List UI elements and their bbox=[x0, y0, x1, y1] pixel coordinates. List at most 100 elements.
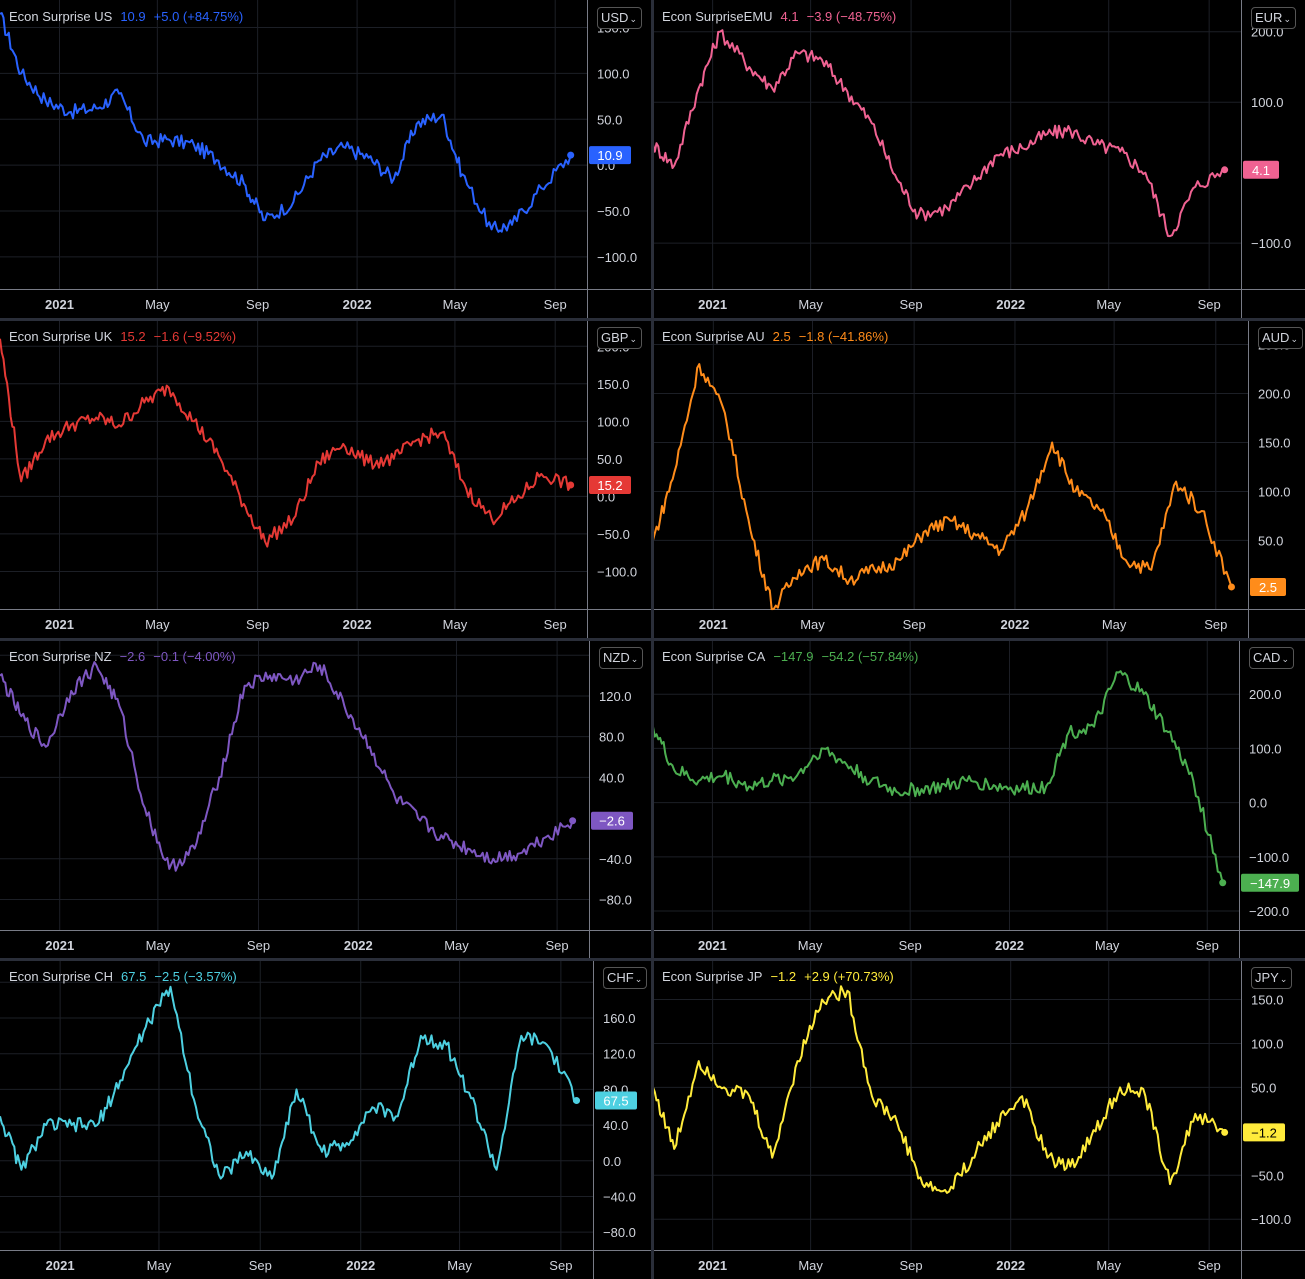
x-tick-label: May bbox=[798, 297, 823, 312]
chart-svg-au: 250.0200.0150.0100.050.02021MaySep2022Ma… bbox=[653, 320, 1305, 638]
legend-ca[interactable]: Econ Surprise CA −147.9 −54.2 (−57.84%) bbox=[662, 649, 918, 664]
y-tick-label: 40.0 bbox=[603, 1118, 628, 1133]
series-change: −0.1 (−4.00%) bbox=[153, 649, 236, 664]
series-line-au bbox=[653, 363, 1233, 611]
x-tick-label: May bbox=[447, 1258, 472, 1273]
currency-selector-ca[interactable]: CAD⌄ bbox=[1249, 647, 1294, 669]
y-tick-label: 50.0 bbox=[1258, 533, 1283, 548]
x-tick-label: May bbox=[443, 297, 468, 312]
grid bbox=[653, 320, 1248, 609]
chart-panel-au[interactable]: 250.0200.0150.0100.050.02021MaySep2022Ma… bbox=[653, 320, 1305, 638]
series-change: −54.2 (−57.84%) bbox=[821, 649, 919, 664]
series-change: −3.9 (−48.75%) bbox=[806, 9, 897, 24]
chevron-down-icon: ⌄ bbox=[1281, 654, 1289, 664]
x-tick-label: Sep bbox=[549, 1258, 572, 1273]
x-tick-label: 2022 bbox=[996, 1258, 1025, 1273]
series-value: 4.1 bbox=[780, 9, 799, 24]
series-value: −147.9 bbox=[773, 649, 814, 664]
chart-panel-emu[interactable]: 200.0 100.0 −100.0 2021 May Sep 2022 May Sep 4.1 E… bbox=[653, 0, 1305, 318]
currency-selector-ch[interactable]: CHF⌄ bbox=[603, 967, 648, 989]
chart-panel-uk[interactable]: 200.0150.0100.050.00.0−50.0−100.02021May… bbox=[0, 320, 652, 638]
legend-ch[interactable]: Econ Surprise CH 67.5 −2.5 (−3.57%) bbox=[9, 969, 237, 984]
x-tick-label: 2021 bbox=[45, 617, 74, 632]
last-point-marker bbox=[1221, 166, 1229, 174]
y-tick-label: −100.0 bbox=[597, 564, 637, 579]
last-value-tag bbox=[1243, 1123, 1285, 1142]
last-value-label: −2.6 bbox=[599, 814, 625, 829]
chart-panel-us[interactable]: 150.0100.050.00.0−50.0−100.02021MaySep20… bbox=[0, 0, 652, 318]
x-tick-label: Sep bbox=[899, 938, 922, 953]
x-tick-label: Sep bbox=[1204, 617, 1227, 632]
last-value-label: 15.2 bbox=[597, 478, 622, 493]
last-value-label: 4.1 bbox=[1252, 163, 1270, 178]
y-tick-label: 150.0 bbox=[1258, 435, 1291, 450]
chart-panel-jp[interactable]: 150.0 100.0 50.0 −50.0 −100.0 2021 May Sep 2022 M… bbox=[653, 960, 1305, 1279]
last-point-marker bbox=[567, 481, 575, 489]
pane-separator-vertical[interactable] bbox=[651, 0, 654, 1279]
currency-selector-jp[interactable]: JPY⌄ bbox=[1251, 967, 1293, 989]
x-tick-label: May bbox=[443, 617, 468, 632]
currency-selector-au[interactable]: AUD⌄ bbox=[1258, 327, 1303, 349]
chart-panel-ch[interactable]: 200.0160.0120.080.040.00.0−40.0−80.02021… bbox=[0, 960, 652, 1279]
y-tick-label: 50.0 bbox=[1251, 1080, 1276, 1095]
y-tick-label: 200.0 bbox=[1249, 687, 1282, 702]
last-point-marker bbox=[569, 817, 577, 825]
chart-svg-uk: 200.0150.0100.050.00.0−50.0−100.02021May… bbox=[0, 320, 652, 638]
series-title: Econ SurpriseEMU bbox=[662, 9, 773, 24]
y-tick-label: 100.0 bbox=[1258, 484, 1291, 499]
x-tick-label: 2021 bbox=[45, 938, 74, 953]
x-tick-label: Sep bbox=[544, 617, 567, 632]
last-value-tag bbox=[1243, 160, 1279, 179]
series-title: Econ Surprise CH bbox=[9, 969, 114, 984]
series-change: +2.9 (+70.73%) bbox=[804, 969, 894, 984]
series-change: −2.5 (−3.57%) bbox=[154, 969, 237, 984]
y-tick-label: −50.0 bbox=[1251, 1168, 1284, 1183]
series-value: 10.9 bbox=[120, 9, 146, 24]
series-change: +5.0 (+84.75%) bbox=[153, 9, 244, 24]
series-line-emu bbox=[653, 29, 1225, 238]
chevron-down-icon: ⌄ bbox=[1283, 14, 1291, 24]
y-tick-label: −100.0 bbox=[1251, 1212, 1291, 1227]
series-line-nz bbox=[0, 661, 574, 872]
legend-emu[interactable]: Econ SurpriseEMU 4.1 −3.9 (−48.75%) bbox=[662, 9, 896, 24]
chart-panel-ca[interactable]: 200.0 100.0 0.0 −100.0 −200.0 2021 May Sep 2022 M… bbox=[653, 640, 1305, 958]
x-tick-label: Sep bbox=[249, 1258, 272, 1273]
series-title: Econ Surprise US bbox=[9, 9, 113, 24]
y-tick-label: −50.0 bbox=[597, 204, 630, 219]
x-tick-label: May bbox=[1095, 938, 1120, 953]
currency-selector-us[interactable]: USD⌄ bbox=[597, 7, 642, 29]
last-value-tag bbox=[589, 475, 631, 494]
last-point-marker bbox=[1227, 583, 1235, 591]
last-value-tag bbox=[589, 146, 631, 165]
chart-panel-nz[interactable]: 160.0120.080.040.0−40.0−80.02021MaySep20… bbox=[0, 640, 652, 958]
y-tick-label: 100.0 bbox=[1249, 741, 1282, 756]
legend-us[interactable]: Econ Surprise US 10.9 +5.0 (+84.75%) bbox=[9, 9, 243, 24]
legend-nz[interactable]: Econ Surprise NZ −2.6 −0.1 (−4.00%) bbox=[9, 649, 236, 664]
x-tick-label: 2022 bbox=[344, 938, 373, 953]
x-tick-label: May bbox=[1096, 1258, 1121, 1273]
x-tick-label: 2021 bbox=[698, 938, 727, 953]
x-tick-label: Sep bbox=[1198, 1258, 1221, 1273]
currency-label: CAD bbox=[1253, 650, 1281, 665]
legend-jp[interactable]: Econ Surprise JP −1.2 +2.9 (+70.73%) bbox=[662, 969, 894, 984]
currency-selector-emu[interactable]: EUR⌄ bbox=[1251, 7, 1296, 29]
x-tick-label: May bbox=[800, 617, 825, 632]
legend-uk[interactable]: Econ Surprise UK 15.2 −1.6 (−9.52%) bbox=[9, 329, 236, 344]
last-point-marker bbox=[1219, 879, 1227, 887]
series-title: Econ Surprise JP bbox=[662, 969, 763, 984]
y-tick-label: 80.0 bbox=[599, 730, 624, 745]
chevron-down-icon: ⌄ bbox=[634, 974, 643, 984]
y-tick-label: 150.0 bbox=[1251, 993, 1284, 1008]
last-value-tag bbox=[1241, 873, 1299, 892]
series-title: Econ Surprise NZ bbox=[9, 649, 112, 664]
currency-label: NZD bbox=[603, 650, 630, 665]
currency-selector-nz[interactable]: NZD⌄ bbox=[599, 647, 644, 669]
x-tick-label: May bbox=[798, 938, 823, 953]
y-tick-label: 0.0 bbox=[1249, 796, 1267, 811]
currency-selector-uk[interactable]: GBP⌄ bbox=[597, 327, 643, 349]
last-value-label: −147.9 bbox=[1250, 876, 1290, 891]
grid bbox=[653, 960, 1241, 1250]
legend-au[interactable]: Econ Surprise AU 2.5 −1.8 (−41.86%) bbox=[662, 329, 888, 344]
series-title: Econ Surprise AU bbox=[662, 329, 765, 344]
x-tick-label: May bbox=[798, 1258, 823, 1273]
